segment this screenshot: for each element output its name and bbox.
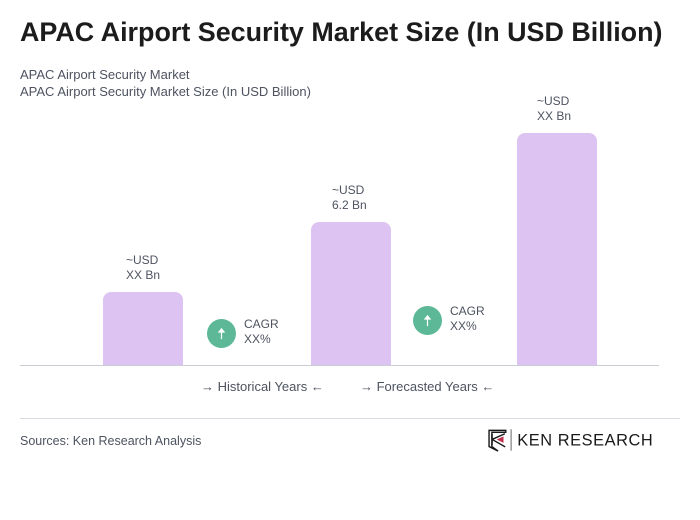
svg-text:KEN RESEARCH: KEN RESEARCH: [517, 432, 653, 450]
